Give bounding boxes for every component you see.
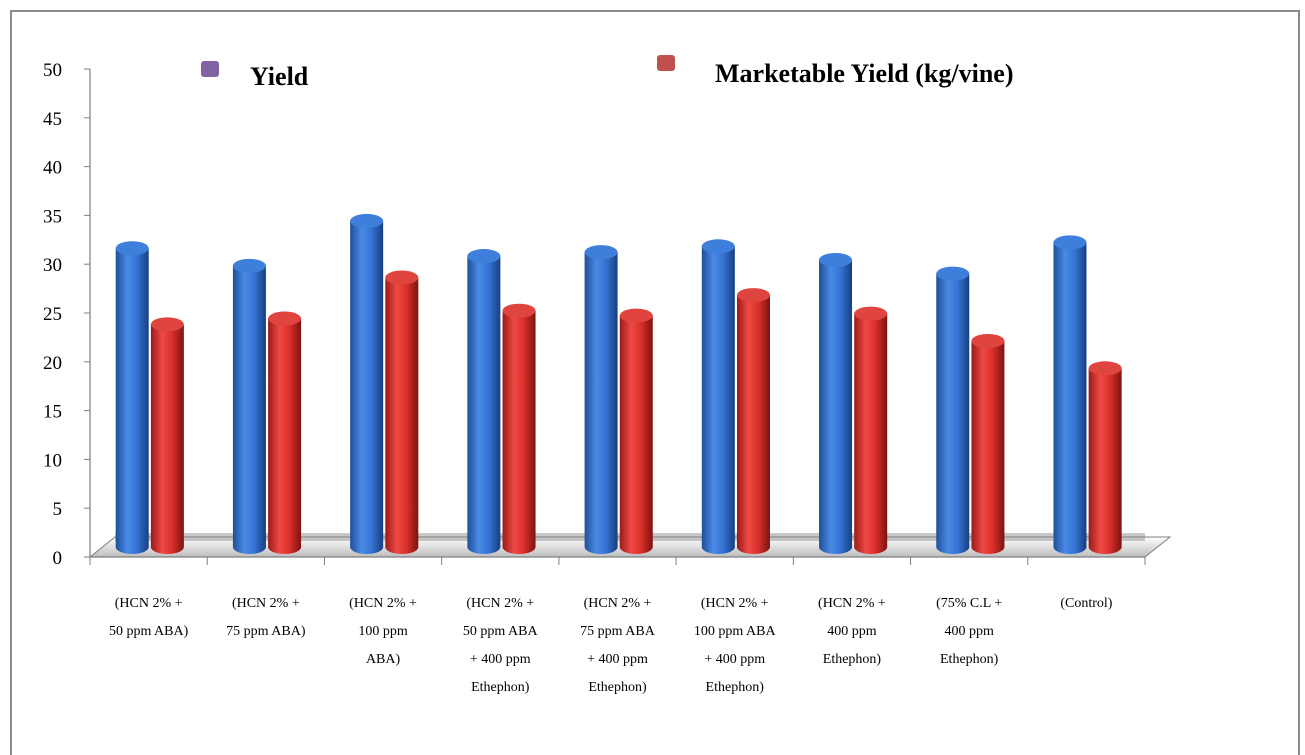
y-tick-label: 25 — [43, 304, 62, 325]
x-category-label: 100 ppm ABA — [694, 624, 777, 639]
marketable-yield-bar — [971, 333, 1005, 554]
x-category-label: Ethephon) — [823, 652, 882, 667]
marketable-yield-bar — [854, 306, 888, 554]
x-category-label: 50 ppm ABA) — [109, 624, 189, 639]
chart-frame — [10, 10, 1300, 755]
x-category-label: 75 ppm ABA — [580, 624, 656, 639]
yield-bar — [1053, 235, 1087, 554]
x-category-label: 400 ppm — [827, 624, 877, 639]
x-category-label: Ethephon) — [471, 680, 530, 695]
x-category-label: (HCN 2% + — [232, 596, 300, 611]
x-category-label: 75 ppm ABA) — [226, 624, 306, 639]
marketable-yield-bar — [502, 303, 536, 554]
legend-swatch — [201, 61, 219, 77]
x-category-label: 100 ppm — [358, 624, 408, 639]
y-tick-label: 5 — [53, 499, 63, 520]
y-tick-label: 45 — [43, 109, 62, 130]
x-category-label: + 400 ppm — [704, 652, 765, 667]
marketable-yield-bar — [385, 270, 419, 554]
y-tick-label: 50 — [43, 60, 62, 81]
marketable-yield-bar — [1088, 361, 1122, 554]
y-tick-label: 40 — [43, 158, 62, 179]
x-category-label: Ethephon) — [588, 680, 647, 695]
yield-bar — [467, 249, 501, 554]
x-category-label: (Control) — [1060, 596, 1112, 611]
x-category-label: (HCN 2% + — [701, 596, 769, 611]
legend-label: Yield — [250, 62, 309, 91]
y-tick-label: 15 — [43, 402, 62, 423]
yield-bar — [584, 245, 618, 555]
legend-label: Marketable Yield (kg/vine) — [715, 59, 1013, 88]
marketable-yield-bar — [268, 311, 302, 554]
x-category-label: (HCN 2% + — [584, 596, 652, 611]
x-category-label: Ethephon) — [940, 652, 999, 667]
x-category-label: 50 ppm ABA — [463, 624, 539, 639]
yield-bar — [350, 213, 384, 555]
yield-bar — [936, 266, 970, 554]
x-category-label: (HCN 2% + — [818, 596, 886, 611]
x-category-label: (75% C.L + — [936, 596, 1002, 611]
yield-bar — [701, 239, 735, 554]
y-tick-label: 0 — [53, 548, 63, 569]
x-category-label: (HCN 2% + — [349, 596, 417, 611]
y-tick-label: 10 — [43, 450, 62, 471]
yield-bar — [115, 241, 149, 555]
x-category-label: + 400 ppm — [587, 652, 648, 667]
marketable-yield-bar — [736, 288, 770, 554]
marketable-yield-bar — [150, 317, 184, 554]
x-category-label: (HCN 2% + — [115, 596, 183, 611]
marketable-yield-bar — [619, 308, 653, 554]
x-category-label: 400 ppm — [944, 624, 994, 639]
x-category-label: + 400 ppm — [470, 652, 531, 667]
y-tick-label: 30 — [43, 255, 62, 276]
legend-swatch — [657, 55, 675, 71]
x-category-label: (HCN 2% + — [466, 596, 534, 611]
yield-bar — [819, 252, 853, 554]
x-category-label: Ethephon) — [706, 680, 765, 695]
y-tick-label: 35 — [43, 206, 62, 227]
y-tick-label: 20 — [43, 353, 62, 374]
x-category-label: ABA) — [366, 652, 401, 667]
yield-bar — [232, 258, 266, 554]
